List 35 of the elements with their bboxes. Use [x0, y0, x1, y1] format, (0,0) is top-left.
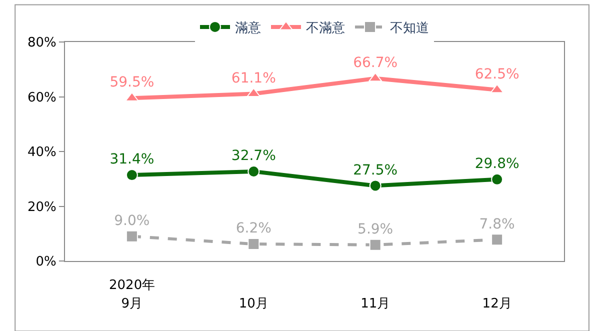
legend-label: 不知道	[390, 21, 429, 36]
point	[491, 234, 504, 246]
data-label: 32.7%	[231, 148, 276, 164]
y-tick-label: 0%	[36, 254, 56, 270]
x-tick-label: 9月	[121, 296, 143, 312]
data-label: 62.5%	[474, 66, 520, 83]
point	[126, 230, 138, 242]
x-tick-label: 11月	[360, 296, 390, 312]
point	[248, 238, 260, 250]
point	[490, 84, 504, 94]
data-label: 31.4%	[110, 152, 154, 168]
data-label: 7.8%	[479, 216, 515, 232]
data-label: 29.8%	[474, 156, 520, 172]
y-tick-label: 60%	[27, 90, 56, 106]
text: 2020年	[109, 278, 156, 293]
y-tick-label: 80%	[27, 36, 56, 51]
y-tick-label: 20%	[27, 200, 56, 215]
data-label: 59.5%	[110, 74, 154, 91]
point	[368, 72, 382, 82]
point	[491, 173, 504, 186]
y-tick-label: 40%	[27, 145, 56, 160]
x-tick-label: 10月	[238, 296, 268, 312]
data-label: 5.9%	[358, 221, 394, 238]
data-label: 9.0%	[114, 212, 150, 229]
legend-label: 滿意	[235, 21, 261, 36]
x-tick-label: 12月	[482, 296, 512, 312]
data-label: 6.2%	[236, 220, 272, 237]
point	[369, 180, 382, 192]
data-label: 27.5%	[353, 162, 398, 178]
data-label: 66.7%	[353, 55, 398, 72]
point	[248, 165, 260, 178]
data-label: 61.1%	[231, 70, 276, 86]
legend-label: 不滿意	[306, 21, 345, 36]
point	[369, 238, 382, 251]
point	[126, 169, 138, 182]
